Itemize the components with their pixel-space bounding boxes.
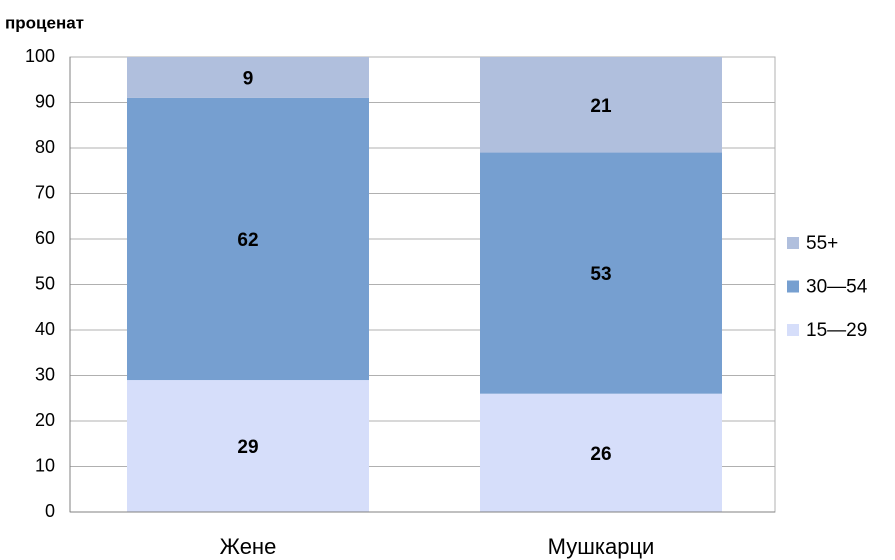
x-tick-label: Мушкарци bbox=[548, 534, 655, 559]
y-tick-label: 90 bbox=[35, 91, 55, 111]
legend-label: 15—29 bbox=[806, 320, 867, 341]
y-axis-label: проценат bbox=[5, 13, 84, 32]
bar-segment bbox=[480, 57, 722, 153]
y-tick-label: 10 bbox=[35, 455, 55, 475]
value-label: 62 bbox=[237, 230, 258, 251]
legend-label: 55+ bbox=[806, 233, 838, 254]
bar-segment bbox=[127, 97, 369, 381]
y-tick-label: 50 bbox=[35, 273, 55, 293]
bar-segment bbox=[127, 57, 369, 98]
y-tick-label: 40 bbox=[35, 319, 55, 339]
y-tick-label: 80 bbox=[35, 137, 55, 157]
legend-swatch bbox=[787, 324, 799, 336]
y-tick-label: 60 bbox=[35, 228, 55, 248]
y-tick-label: 100 bbox=[25, 46, 55, 66]
y-tick-label: 70 bbox=[35, 182, 55, 202]
bar-segment bbox=[480, 152, 722, 394]
value-label: 26 bbox=[590, 444, 611, 465]
bar-segment bbox=[480, 393, 722, 512]
legend-label: 30—54 bbox=[806, 277, 868, 298]
legend-swatch bbox=[787, 237, 799, 249]
bar-segment bbox=[127, 380, 369, 512]
value-label: 9 bbox=[243, 68, 254, 89]
y-tick-label: 0 bbox=[45, 501, 55, 521]
y-tick-label: 30 bbox=[35, 364, 55, 384]
x-tick-label: Жене bbox=[220, 534, 277, 559]
value-label: 21 bbox=[590, 96, 612, 117]
value-label: 29 bbox=[237, 437, 258, 458]
legend-swatch bbox=[787, 280, 799, 293]
value-label: 53 bbox=[590, 264, 611, 285]
y-tick-label: 20 bbox=[35, 410, 55, 430]
